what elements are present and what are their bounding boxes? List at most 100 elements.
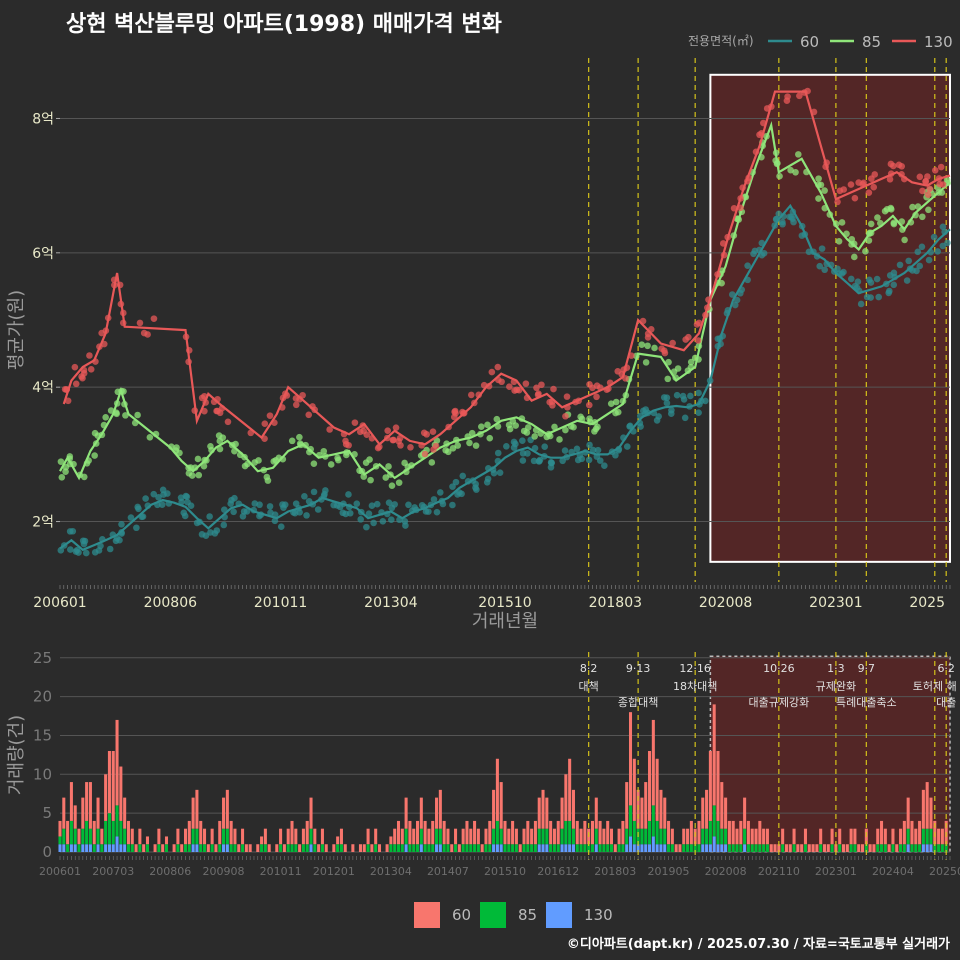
bar-60 (396, 820, 401, 845)
bar-60 (199, 820, 203, 845)
bar-85 (693, 844, 697, 852)
point-130 (224, 418, 232, 426)
point-60 (589, 446, 597, 454)
bar-85 (195, 828, 199, 845)
point-60 (903, 277, 911, 284)
point-85 (674, 365, 682, 372)
bar-85 (218, 844, 222, 852)
point-130 (61, 385, 69, 393)
point-130 (522, 380, 530, 387)
point-60 (181, 512, 189, 520)
bar-85 (648, 820, 652, 845)
bar-85 (689, 844, 693, 852)
bar-85 (883, 844, 887, 852)
bar-60 (73, 805, 77, 829)
point-130 (886, 175, 894, 183)
bar-85 (119, 820, 123, 845)
point-60 (847, 275, 855, 283)
bar-130 (104, 844, 108, 852)
point-130 (593, 393, 600, 401)
point-130 (363, 431, 371, 438)
bar-60 (241, 828, 245, 845)
point-130 (535, 390, 542, 397)
bar-60 (552, 828, 556, 845)
bar-60 (206, 844, 210, 852)
point-60 (266, 503, 274, 510)
point-130 (924, 191, 932, 199)
bar-60 (514, 828, 518, 845)
point-130 (865, 189, 873, 196)
bar-130 (636, 844, 640, 852)
bar-60 (332, 844, 336, 852)
bar-85 (750, 844, 754, 852)
bar-85 (686, 844, 690, 852)
xtick-label-top-7: 202301 (809, 595, 862, 611)
point-85 (320, 447, 328, 455)
bar-60 (279, 828, 283, 845)
bar-85 (389, 844, 393, 852)
bar-60 (225, 789, 229, 829)
point-60 (821, 266, 828, 274)
bar-60 (511, 820, 515, 845)
bar-60 (628, 712, 633, 806)
bar-60 (88, 782, 92, 829)
point-130 (432, 442, 440, 450)
bar-130 (655, 844, 659, 852)
point-60 (82, 549, 90, 557)
point-60 (206, 513, 213, 520)
bar-130 (568, 844, 572, 852)
point-130 (72, 380, 80, 388)
point-130 (389, 436, 397, 444)
bar-130 (925, 844, 929, 852)
bar-60 (518, 844, 522, 852)
y-axis-title-bottom: 거래량(건) (6, 715, 27, 795)
bar-60 (85, 782, 89, 821)
point-130 (292, 401, 300, 409)
bar-60 (370, 844, 374, 852)
bar-60 (469, 828, 473, 845)
point-85 (288, 437, 296, 445)
bar-85 (309, 828, 313, 845)
bar-60 (644, 782, 648, 829)
bar-85 (864, 844, 868, 852)
bar-85 (374, 844, 378, 852)
bar-85 (66, 844, 70, 852)
bar-85 (469, 844, 473, 852)
bar-85 (225, 828, 229, 845)
point-85 (395, 479, 403, 486)
point-60 (494, 449, 502, 457)
bar-60 (492, 789, 496, 829)
event-date-5: 9·7 (858, 662, 876, 675)
highlight-region-top (709, 73, 952, 563)
point-85 (468, 429, 476, 437)
xtick-label-bottom-9: 201612 (537, 865, 579, 878)
bar-60 (940, 828, 944, 845)
point-60 (930, 233, 938, 241)
point-85 (134, 411, 141, 419)
bar-60 (899, 828, 903, 845)
point-85 (821, 187, 828, 194)
bar-60 (457, 844, 461, 852)
bar-60 (834, 844, 838, 852)
point-60 (91, 549, 99, 556)
bar-60 (796, 844, 800, 852)
bar-85 (210, 844, 214, 852)
bar-85 (286, 844, 290, 852)
bar-60 (58, 820, 62, 837)
point-60 (679, 392, 687, 400)
bar-85 (792, 844, 796, 852)
point-60 (561, 447, 569, 454)
point-130 (895, 161, 903, 169)
bar-85 (899, 844, 903, 852)
point-130 (326, 426, 333, 433)
bar-85 (701, 828, 705, 845)
bar-60 (385, 844, 389, 852)
bar-85 (431, 844, 435, 852)
bar-60 (313, 828, 317, 845)
point-60 (127, 514, 135, 521)
bar-85 (96, 828, 100, 845)
point-60 (388, 504, 396, 512)
bar-60 (161, 844, 165, 852)
point-130 (931, 167, 939, 174)
